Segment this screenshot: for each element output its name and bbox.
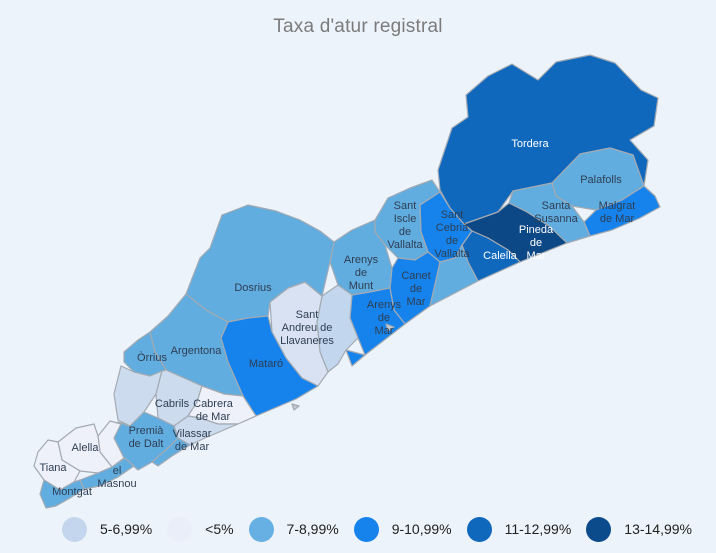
region-region-unlabeled-inland-2[interactable]: [113, 365, 163, 427]
legend-label: 7-8,99%: [286, 521, 339, 537]
region-map-fragment-1[interactable]: [385, 323, 395, 332]
legend-label: 11-12,99%: [504, 521, 572, 537]
legend-label: 13-14,99%: [624, 521, 692, 537]
legend-swatch-icon: [167, 516, 193, 542]
region-montgat[interactable]: [39, 479, 85, 509]
legend-item: 11-12,99%: [466, 516, 572, 542]
legend-item: 13-14,99%: [586, 516, 692, 542]
region-canet-de-mar[interactable]: [389, 251, 441, 325]
region-arenys-de-munt[interactable]: [329, 219, 393, 296]
region-tordera[interactable]: [437, 54, 659, 225]
legend-swatch-icon: [466, 516, 492, 542]
legend-swatch-icon: [62, 516, 87, 542]
legend-item: 9-10,99%: [353, 516, 452, 542]
region-region-unlabeled-coastal-1[interactable]: [429, 244, 479, 307]
region-region-unlabeled-coastal-3[interactable]: [151, 437, 191, 467]
legend-swatch-icon: [586, 516, 612, 542]
legend-item: 5-6,99%: [62, 516, 153, 542]
chart-title: Taxa d'atur registral: [273, 16, 443, 37]
legend-label: 5-6,99%: [100, 521, 153, 537]
legend-item: 7-8,99%: [248, 516, 339, 542]
legend-label: 9-10,99%: [391, 521, 452, 537]
legend-label: <5%: [205, 521, 234, 537]
legend: 5-6,99% <5% 7-8,99% 9-10,99% 11-12,99% 1…: [62, 515, 692, 543]
region-tiana[interactable]: [33, 439, 81, 491]
legend-item: <5%: [167, 516, 234, 542]
region-region-unlabeled-coastal-2[interactable]: [345, 349, 366, 367]
legend-swatch-icon: [248, 516, 274, 542]
legend-swatch-icon: [353, 516, 379, 542]
region-map-fragment-2[interactable]: [291, 403, 300, 411]
